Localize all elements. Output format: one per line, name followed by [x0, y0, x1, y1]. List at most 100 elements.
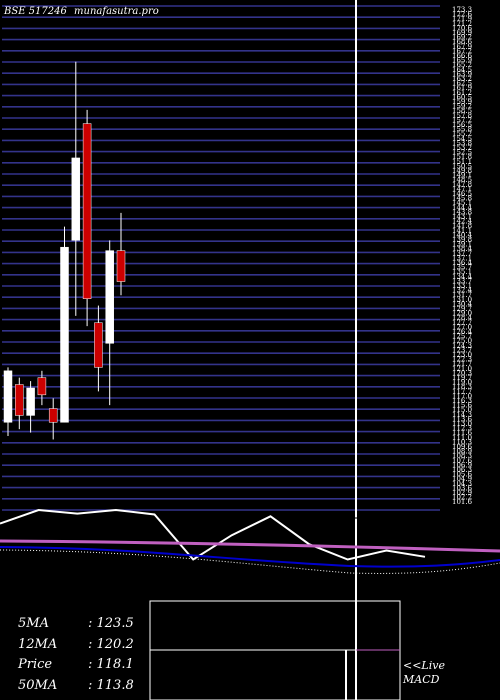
price-tick-label: 115.0	[452, 406, 472, 414]
price-tick-label: 149.8	[452, 167, 472, 175]
price-tick-label: 112.3	[452, 425, 472, 433]
price-tick-label: 148.5	[452, 176, 472, 184]
price-tick-label: 161.2	[452, 89, 472, 97]
price-tick-label: 108.3	[452, 452, 472, 460]
price-tick-label: 119.0	[452, 379, 472, 387]
price-tick-label: 145.8	[452, 195, 472, 203]
price-tick-label: 110.3	[452, 438, 472, 446]
macd-panel	[0, 508, 500, 700]
price-tick-label: 121.0	[452, 365, 472, 373]
ma-colon: :	[88, 616, 97, 631]
price-tick-label: 147.8	[452, 181, 472, 189]
candle-body	[48, 408, 58, 423]
price-tick-label: 159.2	[452, 103, 472, 111]
ma-label: 12MA	[18, 636, 58, 652]
candle-body	[3, 370, 13, 423]
ma-colon: :	[88, 657, 97, 672]
price-tick-label: 115.6	[452, 402, 473, 410]
price-tick-label: 139.1	[452, 241, 472, 249]
price-tick-label: 140.4	[452, 231, 473, 239]
candle-body	[82, 123, 92, 299]
price-tick-label: 119.7	[452, 374, 472, 382]
price-tick-label: 164.5	[452, 66, 472, 74]
candle-body	[15, 384, 24, 416]
ma-label: Price	[18, 657, 53, 672]
price-tick-label: 156.5	[452, 121, 472, 129]
price-tick-label: 134.4	[452, 273, 473, 281]
ma-value: 123.5	[96, 616, 134, 631]
price-tick-label: 137.7	[452, 250, 472, 258]
candle-body	[71, 157, 81, 241]
price-tick-label: 166.6	[452, 52, 473, 60]
price-tick-label: 109.6	[452, 443, 473, 451]
price-tick-label: 165.2	[452, 61, 472, 69]
ma-value: 120.2	[96, 636, 134, 652]
ma-colon: :	[88, 677, 97, 693]
price-tick-label: 122.3	[452, 356, 472, 364]
price-tick-label: 113.6	[452, 415, 473, 423]
price-tick-label: 153.8	[452, 139, 472, 147]
price-tick-label: 106.3	[452, 466, 472, 474]
price-tick-label: 151.1	[452, 158, 472, 166]
price-tick-label: 161.9	[452, 84, 472, 92]
price-tick-label: 107.6	[452, 457, 473, 465]
price-tick-label: 106.9	[452, 461, 472, 469]
ma-row-50: 50MA: 113.8	[18, 676, 148, 697]
price-tick-label: 136.4	[452, 259, 473, 267]
price-tick-label: 103.6	[452, 484, 473, 492]
price-tick-label: 163.2	[452, 75, 472, 83]
price-tick-label: 143.8	[452, 208, 472, 216]
price-tick-label: 143.1	[452, 213, 472, 221]
price-tick-label: 131.0	[452, 296, 472, 304]
price-row: Price: 118.1	[18, 655, 148, 676]
price-tick-label: 165.9	[452, 57, 472, 65]
candle-body	[116, 250, 126, 282]
candle-body	[105, 250, 114, 344]
price-tick-label: 123.7	[452, 346, 472, 354]
candle-body	[26, 387, 35, 416]
price-tick-label: 137.1	[452, 254, 472, 262]
price-tick-label: 133.1	[452, 282, 472, 290]
candle-body	[37, 377, 47, 396]
price-tick-label: 117.0	[452, 392, 472, 400]
price-tick-label: 167.9	[452, 43, 472, 51]
price-tick-label: 135.7	[452, 264, 472, 272]
macd-avg-line	[0, 549, 500, 574]
ma-colon: :	[88, 636, 97, 652]
price-tick-label: 120.3	[452, 369, 472, 377]
price-tick-label: 160.5	[452, 93, 472, 101]
price-tick-label: 128.4	[452, 314, 473, 322]
price-tick-label: 132.4	[452, 287, 473, 295]
price-tick-label: 104.9	[452, 475, 472, 483]
price-tick-label: 152.5	[452, 149, 472, 157]
price-tick-label: 141.1	[452, 227, 472, 235]
price-tick-label: 171.2	[452, 20, 472, 28]
price-tick-label: 111.0	[452, 434, 472, 442]
chart-title: BSE 517246 munafasutra.pro	[3, 6, 159, 17]
price-tick-label: 124.3	[452, 342, 472, 350]
price-tick-label: 131.7	[452, 291, 472, 299]
price-tick-label: 135.1	[452, 268, 472, 276]
price-tick-label: 125.7	[452, 333, 472, 341]
price-tick-label: 144.4	[452, 204, 473, 212]
price-tick-label: 116.3	[452, 397, 472, 405]
price-tick-label: 125.0	[452, 337, 472, 345]
live-label[interactable]: <<Live	[403, 659, 445, 672]
price-tick-label: 168.6	[452, 38, 473, 46]
price-tick-label: 104.3	[452, 480, 472, 488]
price-tick-label: 171.9	[452, 15, 472, 23]
price-tick-label: 167.2	[452, 47, 472, 55]
price-tick-label: 113.0	[452, 420, 472, 428]
price-tick-label: 129.7	[452, 305, 472, 313]
price-tick-label: 121.7	[452, 360, 472, 368]
price-tick-label: 157.8	[452, 112, 472, 120]
price-axis-labels: 173.3172.6171.9171.2170.6169.9169.2168.6…	[452, 6, 473, 506]
price-tick-label: 146.5	[452, 190, 472, 198]
live-macd-link[interactable]: <<Live MACD	[403, 659, 445, 687]
symbol-label: BSE 517246	[3, 6, 67, 17]
candlesticks	[3, 61, 126, 440]
ma-row-5: 5MA: 123.5	[18, 614, 148, 635]
price-tick-label: 155.8	[452, 126, 472, 134]
price-tick-label: 114.3	[452, 411, 472, 419]
